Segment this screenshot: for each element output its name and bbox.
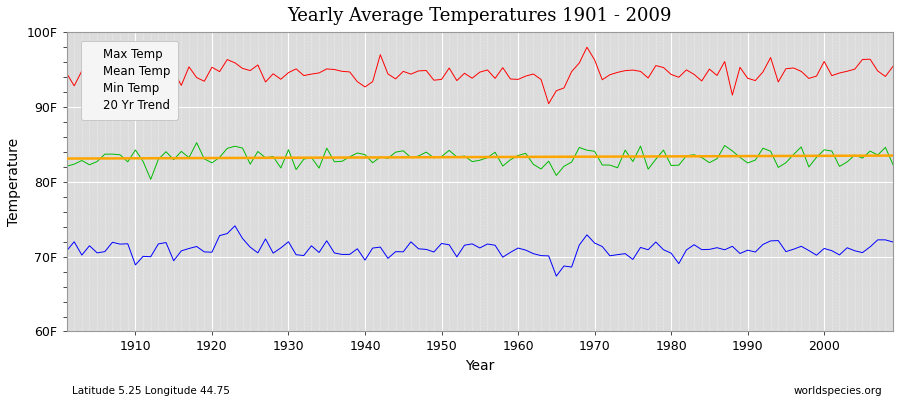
Mean Temp	[61, 164, 72, 169]
20 Yr Trend	[337, 155, 347, 160]
Mean Temp	[191, 140, 202, 145]
20 Yr Trend	[122, 156, 133, 161]
Min Temp	[61, 248, 72, 253]
Min Temp	[345, 252, 356, 257]
Min Temp	[520, 248, 531, 252]
Max Temp	[887, 64, 898, 69]
Min Temp	[551, 274, 562, 278]
20 Yr Trend	[605, 154, 616, 159]
Max Temp	[291, 66, 302, 71]
Mean Temp	[887, 162, 898, 167]
Max Temp	[620, 68, 631, 73]
Min Temp	[620, 251, 631, 256]
Mean Temp	[620, 148, 631, 152]
20 Yr Trend	[61, 156, 72, 161]
Mean Temp	[520, 151, 531, 156]
20 Yr Trend	[513, 154, 524, 159]
Max Temp	[513, 77, 524, 82]
Max Temp	[505, 76, 516, 81]
Max Temp	[544, 101, 554, 106]
Min Temp	[122, 241, 133, 246]
Max Temp	[61, 71, 72, 76]
Mean Temp	[122, 160, 133, 164]
20 Yr Trend	[887, 153, 898, 158]
Min Temp	[299, 253, 310, 258]
Title: Yearly Average Temperatures 1901 - 2009: Yearly Average Temperatures 1901 - 2009	[287, 7, 672, 25]
Min Temp	[513, 246, 524, 250]
Mean Temp	[306, 155, 317, 160]
Max Temp	[122, 72, 133, 76]
Mean Temp	[352, 151, 363, 156]
Line: 20 Yr Trend: 20 Yr Trend	[67, 156, 893, 158]
Min Temp	[230, 224, 240, 228]
Mean Temp	[528, 162, 539, 167]
Y-axis label: Temperature: Temperature	[7, 138, 21, 226]
20 Yr Trend	[505, 154, 516, 159]
Text: worldspecies.org: worldspecies.org	[794, 386, 882, 396]
Max Temp	[337, 69, 347, 74]
Line: Mean Temp: Mean Temp	[67, 143, 893, 179]
Text: Latitude 5.25 Longitude 44.75: Latitude 5.25 Longitude 44.75	[72, 386, 230, 396]
Line: Min Temp: Min Temp	[67, 226, 893, 276]
Max Temp	[581, 45, 592, 50]
X-axis label: Year: Year	[465, 359, 494, 373]
Line: Max Temp: Max Temp	[67, 47, 893, 104]
Mean Temp	[145, 177, 156, 182]
20 Yr Trend	[291, 155, 302, 160]
Min Temp	[887, 240, 898, 244]
Legend: Max Temp, Mean Temp, Min Temp, 20 Yr Trend: Max Temp, Mean Temp, Min Temp, 20 Yr Tre…	[81, 41, 177, 120]
